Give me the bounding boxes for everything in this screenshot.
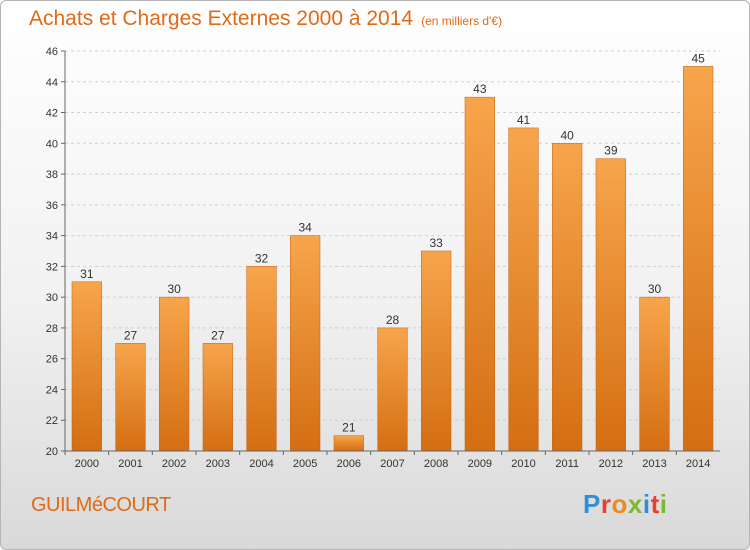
data-label-2004: 32 [255, 251, 269, 265]
bar-2008 [421, 250, 452, 452]
data-label-2013: 30 [648, 282, 662, 296]
x-tick-label-2001: 2001 [118, 458, 142, 470]
y-tick-label: 26 [46, 354, 58, 366]
chart-title: Achats et Charges Externes 2000 à 2014 (e… [29, 7, 502, 31]
data-label-2000: 31 [80, 267, 94, 281]
x-tick-label-2012: 2012 [599, 458, 623, 470]
x-tick-label-2002: 2002 [162, 458, 186, 470]
bar-2004 [246, 266, 277, 452]
data-labels: 31 27 30 27 32 34 21 28 33 43 41 40 39 30 45 [80, 51, 705, 434]
bar-2013 [639, 296, 670, 452]
bar-2010 [508, 127, 539, 452]
x-tick-label-2004: 2004 [249, 458, 273, 470]
y-tick-label: 42 [46, 108, 58, 120]
x-tick-label-2003: 2003 [206, 458, 230, 470]
data-label-2001: 27 [124, 328, 138, 342]
chart-subtitle: (en milliers d'€) [421, 14, 503, 28]
bars [71, 66, 714, 452]
x-tick-label-2000: 2000 [75, 458, 99, 470]
y-tick-label: 44 [46, 77, 58, 89]
y-tick-label: 32 [46, 261, 58, 273]
data-label-2009: 43 [473, 82, 487, 96]
brand-letter: x [627, 489, 643, 519]
data-label-2010: 41 [517, 113, 531, 127]
brand-letter: i [659, 489, 668, 519]
brand-letter: P [583, 489, 601, 519]
x-tick-label-2006: 2006 [337, 458, 361, 470]
y-tick-label: 30 [46, 292, 58, 304]
y-tick-label: 46 [46, 46, 58, 58]
data-label-2002: 30 [167, 282, 181, 296]
brand-letter: o [611, 489, 628, 519]
x-axis-ticks: 2000 2001 2002 2003 2004 2005 2006 2007 2008 2009… [64, 451, 710, 470]
brand-letter: t [650, 489, 660, 519]
y-tick-label: 34 [46, 231, 58, 243]
data-label-2006: 21 [342, 421, 356, 435]
data-label-2012: 39 [604, 144, 618, 158]
bar-2011 [552, 143, 583, 452]
x-tick-label-2010: 2010 [511, 458, 535, 470]
y-tick-label: 24 [46, 384, 58, 396]
bar-2002 [159, 296, 190, 452]
data-label-2007: 28 [386, 313, 400, 327]
data-label-2003: 27 [211, 328, 225, 342]
bar-2006 [333, 435, 364, 452]
bar-2009 [464, 96, 495, 452]
proxiti-logo: Proxiti [583, 489, 667, 520]
x-tick-label-2013: 2013 [642, 458, 666, 470]
bar-2000 [71, 281, 102, 452]
chart-title-text: Achats et Charges Externes 2000 à 2014 [29, 7, 414, 30]
bar-2012 [595, 158, 626, 452]
data-label-2008: 33 [429, 236, 443, 250]
bar-2005 [290, 235, 321, 452]
x-tick-label-2011: 2011 [555, 458, 579, 470]
y-axis-ticks: 20 22 24 26 28 30 32 34 36 38 40 42 44 46 [46, 46, 65, 458]
bar-2014 [683, 66, 714, 452]
y-tick-label: 38 [46, 169, 58, 181]
x-tick-label-2007: 2007 [380, 458, 404, 470]
y-tick-label: 36 [46, 200, 58, 212]
brand-letter: i [642, 489, 651, 519]
brand-letter: r [600, 489, 612, 519]
x-tick-label-2009: 2009 [468, 458, 492, 470]
commune-name: GUILMéCOURT [31, 494, 171, 516]
x-tick-label-2008: 2008 [424, 458, 448, 470]
x-tick-label-2005: 2005 [293, 458, 317, 470]
bar-2003 [202, 343, 233, 452]
axes [64, 51, 720, 452]
data-label-2014: 45 [691, 51, 705, 65]
y-tick-label: 40 [46, 138, 58, 150]
data-label-2011: 40 [560, 128, 574, 142]
y-tick-label: 20 [46, 446, 58, 458]
data-label-2005: 34 [298, 221, 312, 235]
x-tick-label-2014: 2014 [686, 458, 710, 470]
y-tick-label: 28 [46, 323, 58, 335]
bar-2007 [377, 327, 408, 452]
bar-2001 [115, 343, 146, 452]
y-tick-label: 22 [46, 415, 58, 427]
